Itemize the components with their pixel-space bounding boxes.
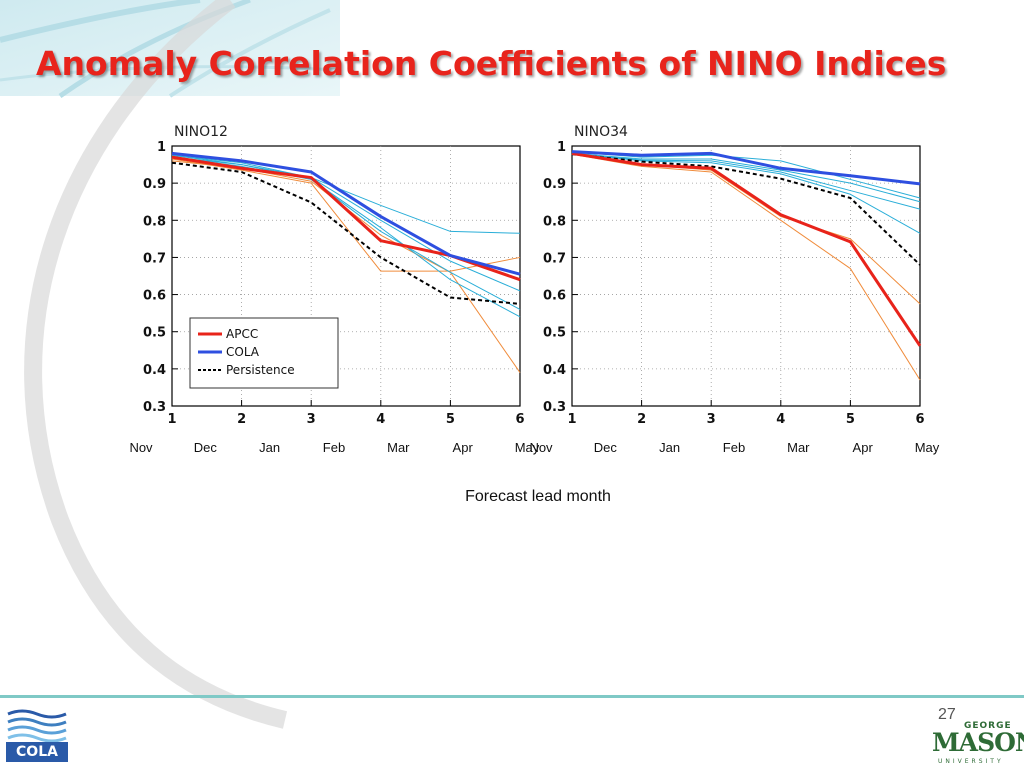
y-tick-label: 0.3 (543, 400, 566, 415)
x-tick-label: 3 (307, 412, 316, 427)
y-tick-label: 0.8 (543, 214, 566, 229)
gmu-logo: GEORGE MASON UNIVERSITY (930, 716, 1024, 768)
month-label: Jan (659, 440, 680, 455)
y-tick-label: 0.6 (543, 289, 566, 304)
y-tick-label: 0.7 (143, 251, 166, 266)
y-tick-label: 0.5 (143, 326, 166, 341)
y-tick-label: 0.3 (143, 400, 166, 415)
y-tick-label: 1 (157, 140, 166, 155)
legend-label: COLA (226, 345, 260, 359)
y-tick-label: 0.5 (543, 326, 566, 341)
month-label: Feb (323, 440, 345, 455)
month-label: May (515, 440, 540, 455)
cola-logo-text: COLA (6, 742, 68, 762)
x-tick-label: 1 (567, 412, 576, 427)
gmu-logo-university: UNIVERSITY (938, 758, 1004, 765)
month-label: May (915, 440, 940, 455)
month-label: Feb (723, 440, 745, 455)
cola-logo: COLA (6, 706, 68, 762)
x-tick-label: 2 (637, 412, 646, 427)
series-line-apcc (571, 151, 922, 347)
gmu-logo-george: GEORGE (964, 721, 1012, 731)
decorative-swoosh (24, 0, 288, 729)
month-label: Apr (453, 440, 474, 455)
x-tick-label: 1 (167, 412, 176, 427)
y-tick-label: 0.4 (143, 363, 166, 378)
chart-title: NINO34 (574, 124, 628, 140)
ensemble-member-line (571, 151, 921, 199)
legend-label: Persistence (226, 363, 295, 377)
month-label: Dec (194, 440, 218, 455)
chart-title: NINO12 (174, 124, 228, 140)
y-tick-label: 0.7 (543, 251, 566, 266)
series-line-cola (171, 151, 521, 276)
gmu-logo-mason: MASON (932, 728, 1024, 757)
plot-area (571, 145, 921, 407)
x-tick-label: 2 (237, 412, 246, 427)
x-tick-label: 4 (376, 412, 385, 427)
month-label: Jan (259, 440, 280, 455)
x-tick-label: 5 (846, 412, 855, 427)
series-line-cola (571, 150, 921, 186)
month-label: Apr (853, 440, 874, 455)
ensemble-member-line (571, 152, 921, 210)
month-label: Nov (129, 440, 153, 455)
ensemble-member-line (171, 156, 521, 310)
y-tick-label: 0.8 (143, 214, 166, 229)
y-tick-label: 0.9 (543, 177, 566, 192)
month-label: Mar (387, 440, 410, 455)
ensemble-member-line (171, 154, 521, 292)
x-tick-label: 6 (915, 412, 924, 427)
x-tick-label: 6 (515, 412, 524, 427)
wave-icon (7, 709, 67, 743)
month-label: Dec (594, 440, 618, 455)
x-tick-label: 4 (776, 412, 785, 427)
x-tick-label: 5 (446, 412, 455, 427)
series-line-persistence (571, 153, 921, 266)
x-axis-title: Forecast lead month (465, 488, 611, 505)
ensemble-member-line (171, 158, 521, 272)
y-tick-label: 1 (557, 140, 566, 155)
nino12-chart: NINO12 0.3 0.4 0.5 0.6 0.7 0.8 0.9 1 1 2 3 4 5 6 Nov Dec… (129, 124, 540, 455)
month-label: Nov (529, 440, 553, 455)
slide-title: Anomaly Correlation Coefficients of NINO… (36, 44, 947, 83)
x-tick-label: 3 (707, 412, 716, 427)
ensemble-member-line (171, 156, 521, 318)
y-tick-label: 0.6 (143, 289, 166, 304)
legend-label: APCC (226, 327, 258, 341)
series-line-persistence (171, 161, 521, 305)
nino34-chart: NINO34 0.3 0.4 0.5 0.6 0.7 0.8 0.9 1 1 2 3 4 5 6 Nov Dec… (529, 124, 940, 455)
page-number: 27 (938, 706, 956, 723)
y-tick-label: 0.4 (543, 363, 566, 378)
legend: APCC COLA Persistence (189, 317, 339, 389)
y-tick-label: 0.9 (143, 177, 166, 192)
ensemble-member-line (571, 152, 921, 203)
ensemble-member-line (571, 153, 921, 381)
month-label: Mar (787, 440, 810, 455)
footer-divider (0, 695, 1024, 698)
